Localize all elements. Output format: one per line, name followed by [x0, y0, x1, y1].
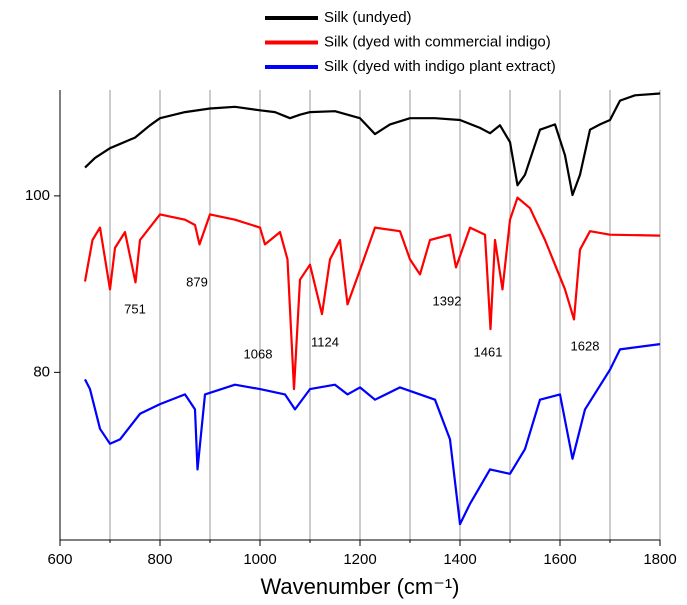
x-tick-label: 1400	[443, 551, 476, 568]
peak-annotation: 879	[186, 274, 208, 289]
legend-label: Silk (dyed with commercial indigo)	[324, 33, 551, 50]
series-line	[84, 343, 661, 526]
peak-annotation: 1068	[244, 346, 273, 361]
series-line	[84, 92, 661, 197]
legend-label: Silk (undyed)	[324, 9, 412, 26]
x-tick-label: 600	[47, 551, 72, 568]
peak-annotation: 1461	[474, 344, 503, 359]
series-line	[83, 196, 661, 391]
peak-annotation: 1628	[571, 338, 600, 353]
x-tick-label: 1800	[643, 551, 676, 568]
x-tick-label: 1200	[343, 551, 376, 568]
peak-annotation: 751	[124, 301, 146, 316]
peak-annotation: 1124	[311, 334, 339, 349]
x-tick-label: 1600	[543, 551, 576, 568]
x-tick-label: 1000	[243, 551, 276, 568]
x-tick-label: 800	[147, 551, 172, 568]
y-tick-label: 80	[33, 363, 50, 380]
legend-label: Silk (dyed with indigo plant extract)	[324, 58, 556, 75]
peak-annotation: 1392	[433, 293, 462, 308]
x-axis-label: Wavenumber (cm⁻¹)	[260, 574, 459, 599]
y-tick-label: 100	[25, 187, 50, 204]
